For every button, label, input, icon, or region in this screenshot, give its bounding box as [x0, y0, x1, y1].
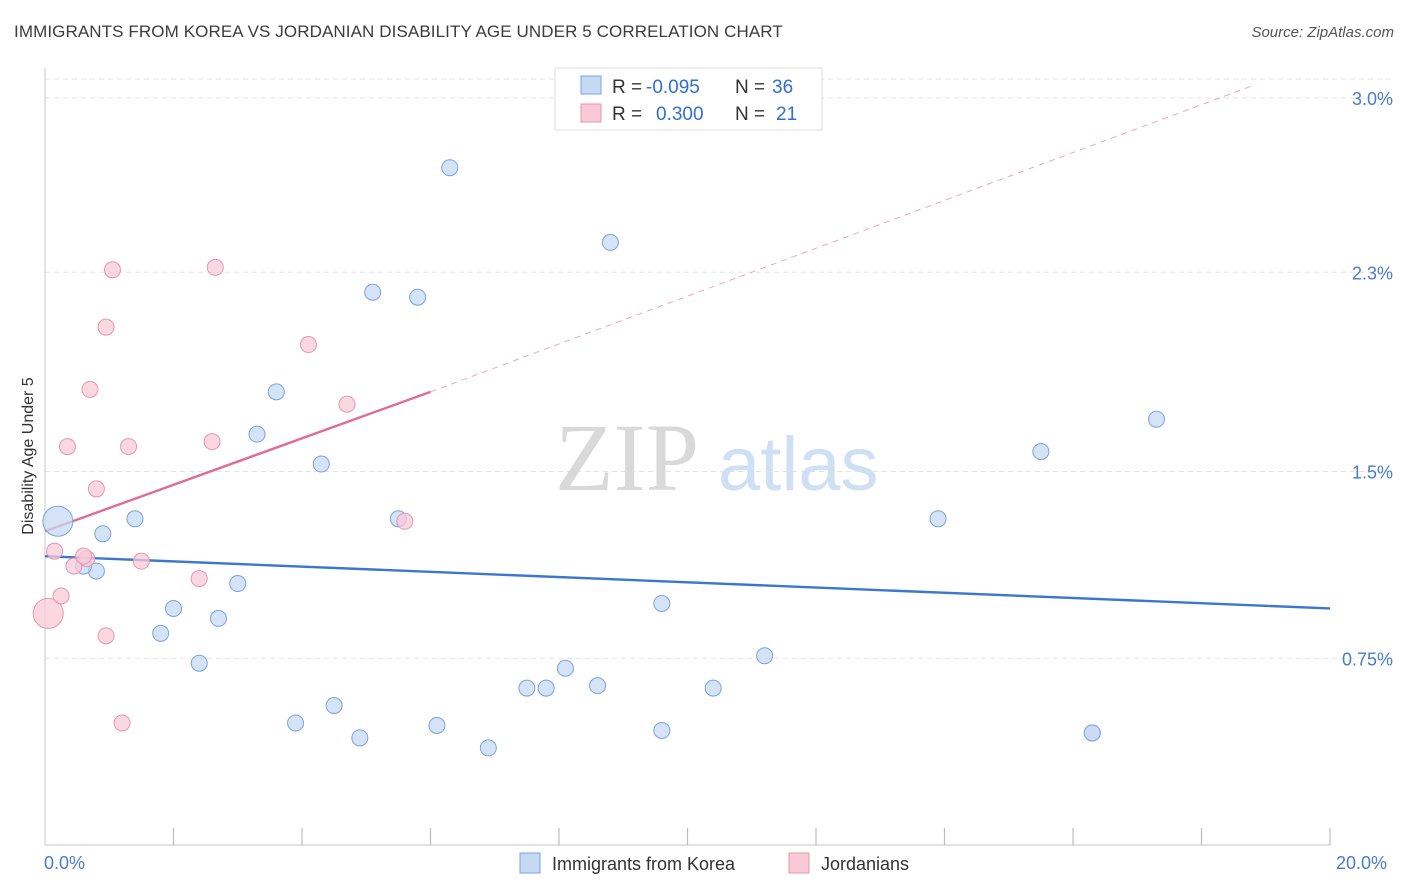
y-tick-label: 3.0% [1352, 89, 1393, 109]
blue-data-point [364, 283, 382, 301]
blue-data-point [351, 729, 369, 747]
chart-source: Source: ZipAtlas.com [1251, 24, 1394, 41]
chart-title: IMMIGRANTS FROM KOREA VS JORDANIAN DISAB… [14, 22, 783, 41]
blue-data-point [409, 288, 427, 306]
pink-data-point [52, 587, 70, 605]
bottom-legend: Immigrants from Korea Jordanians [519, 852, 909, 874]
pink-data-point [81, 380, 99, 398]
blue-data-point [1083, 724, 1101, 742]
blue-data-point [312, 455, 330, 473]
pink-data-point [203, 433, 221, 451]
pink-data-point [338, 395, 356, 413]
pink-data-point [58, 438, 76, 456]
data-points [32, 159, 1166, 757]
legend-r-label-pink: R = [612, 104, 642, 125]
blue-data-point [248, 425, 266, 443]
pink-data-point [299, 336, 317, 354]
pink-data-point [206, 258, 224, 276]
blue-data-point [229, 575, 247, 593]
pink-data-point [190, 570, 208, 588]
blue-data-point [537, 679, 555, 697]
legend-n-label-blue: N = [735, 77, 765, 98]
pink-data-point [75, 547, 93, 565]
blue-data-point [209, 609, 227, 627]
blue-data-point [1032, 443, 1050, 461]
x-ticks [172, 828, 1331, 845]
x-tick-label-min: 0.0% [44, 853, 85, 873]
blue-trend-line [44, 554, 1331, 610]
pink-trend-line [44, 390, 431, 533]
blue-data-point [589, 677, 607, 695]
watermark-zip: ZIP [555, 404, 699, 511]
bottom-legend-swatch-pink [788, 852, 810, 874]
pink-data-point [97, 627, 115, 645]
legend-n-value-pink: 21 [776, 104, 797, 125]
blue-data-point [126, 510, 144, 528]
y-tick-label: 2.3% [1352, 263, 1393, 283]
bottom-legend-swatch-blue [519, 852, 541, 874]
y-tick-labels: 0.75% 1.5% 2.3% 3.0% [1342, 89, 1393, 669]
legend-swatch-blue [580, 75, 602, 95]
blue-data-point [601, 233, 619, 251]
y-tick-label: 1.5% [1352, 463, 1393, 483]
blue-data-point [556, 659, 574, 677]
pink-data-point [32, 597, 64, 629]
blue-data-point [518, 679, 536, 697]
blue-data-point [267, 383, 285, 401]
blue-data-point [929, 510, 947, 528]
blue-data-point [325, 697, 343, 715]
blue-data-point [287, 714, 305, 732]
blue-data-point [756, 647, 774, 665]
pink-trend-extension [430, 85, 1254, 393]
blue-data-point [441, 159, 459, 177]
trend-lines [44, 85, 1331, 610]
pink-data-point [103, 261, 121, 279]
bottom-legend-label-pink: Jordanians [821, 854, 909, 874]
legend-n-label-pink: N = [735, 104, 765, 125]
blue-data-point [152, 624, 170, 642]
blue-data-point [428, 716, 446, 734]
pink-data-point [396, 512, 414, 530]
blue-data-point [704, 679, 722, 697]
legend-n-value-blue: 36 [772, 77, 793, 98]
y-axis-title: Disability Age Under 5 [20, 377, 37, 535]
pink-data-point [120, 438, 138, 456]
pink-data-point [46, 542, 64, 560]
pink-data-point [97, 318, 115, 336]
watermark: ZIP atlas [555, 404, 879, 511]
blue-data-point [653, 594, 671, 612]
watermark-atlas: atlas [718, 422, 879, 507]
legend-r-value-blue: -0.095 [646, 77, 700, 98]
legend-swatch-pink [580, 103, 602, 123]
blue-data-point [165, 599, 182, 617]
grid-lines [45, 78, 1392, 659]
blue-data-point [1148, 410, 1166, 428]
legend-r-value-pink: 0.300 [656, 104, 704, 125]
pink-data-point [132, 552, 150, 570]
blue-data-point [479, 739, 497, 757]
bottom-legend-label-blue: Immigrants from Korea [552, 854, 736, 874]
pink-data-point [113, 714, 131, 732]
y-tick-label: 0.75% [1342, 649, 1393, 669]
pink-data-point [87, 480, 105, 498]
x-tick-label-max: 20.0% [1336, 853, 1387, 873]
blue-data-point [94, 525, 112, 543]
blue-data-point [42, 505, 74, 537]
legend-box: R = -0.095 N = 36 R = 0.300 N = 21 [554, 67, 823, 131]
blue-data-point [653, 721, 671, 739]
legend-r-label-blue: R = [612, 77, 642, 98]
blue-data-point [190, 654, 208, 672]
